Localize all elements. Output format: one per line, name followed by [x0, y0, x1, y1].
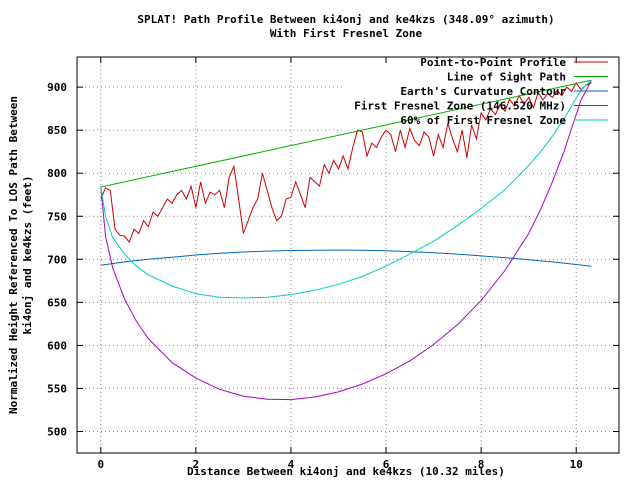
- x-axis-label: Distance Between ki4onj and ke4kzs (10.3…: [187, 465, 505, 478]
- plot-frame: [76, 56, 620, 454]
- x-tick-label: 8: [478, 458, 485, 471]
- x-tick-label: 10: [570, 458, 583, 471]
- y-tick-label: 650: [47, 296, 67, 309]
- series-line-2: [100, 79, 592, 188]
- y-tick-label: 750: [47, 210, 67, 223]
- legend-label-4: First Fresnel Zone (146.520 MHz): [354, 100, 566, 113]
- series-layer: [100, 79, 592, 401]
- y-tick-label: 600: [47, 339, 67, 352]
- y-tick-label: 700: [47, 253, 67, 266]
- series-line-5: [100, 79, 592, 299]
- x-tick-label: 6: [383, 458, 390, 471]
- x-tick-label: 0: [97, 458, 104, 471]
- x-tick-label: 2: [193, 458, 200, 471]
- chart-title-line-2: With First Fresnel Zone: [270, 27, 423, 40]
- y-tick-label: 900: [47, 81, 67, 94]
- y-tick-label: 800: [47, 167, 67, 180]
- series-line-4: [100, 79, 592, 401]
- series-line-1: [100, 81, 592, 244]
- series-line-3: [100, 249, 592, 267]
- legend: Point-to-Point Profile Line of Sight Path…: [354, 56, 608, 127]
- y-tick-label: 500: [47, 425, 67, 438]
- chart-title-line-1: SPLAT! Path Profile Between ki4onj and k…: [137, 13, 554, 26]
- x-tick-label: 4: [288, 458, 295, 471]
- y-tick-label: 550: [47, 382, 67, 395]
- legend-label-1: Point-to-Point Profile: [420, 56, 566, 69]
- y-axis-label-line-2: ki4onj and ke4kzs (feet): [21, 176, 34, 335]
- legend-label-2: Line of Sight Path: [447, 71, 566, 84]
- legend-label-5: 60% of First Fresnel Zone: [400, 114, 566, 127]
- y-tick-label: 850: [47, 124, 67, 137]
- grid-lines: [77, 57, 619, 453]
- legend-label-3: Earth's Curvature Contour: [400, 85, 566, 98]
- y-axis-label-line-1: Normalized Height Referenced To LOS Path…: [7, 96, 20, 414]
